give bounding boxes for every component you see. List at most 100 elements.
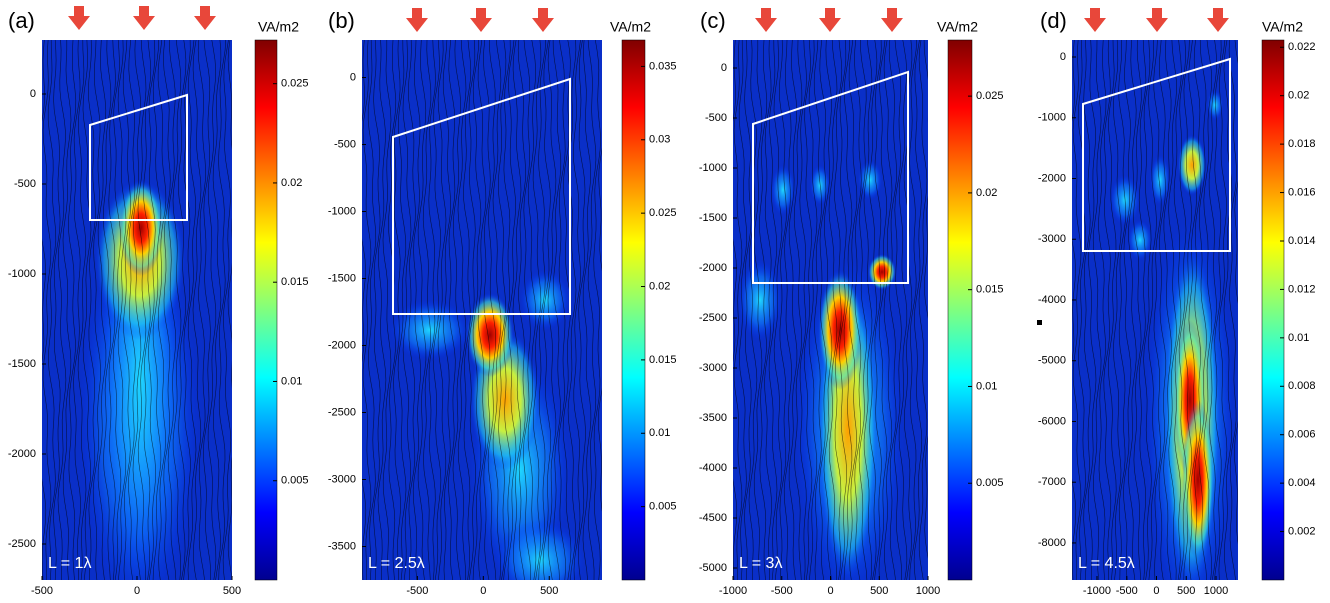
streamline: [888, 40, 897, 580]
streamline: [402, 40, 412, 580]
streamline: [593, 40, 601, 580]
colorbar-tick-label: 0.01: [1288, 332, 1309, 344]
streamline: [203, 40, 211, 580]
streamline: [178, 40, 187, 580]
colorbar-tick-label: 0.03: [649, 134, 670, 146]
streamline: [77, 40, 87, 580]
y-tick-label: -2000: [1038, 172, 1066, 184]
streamline: [1148, 40, 1157, 580]
streamline: [122, 40, 131, 580]
y-tick-label: -500: [334, 138, 356, 150]
streamline: [62, 40, 72, 580]
streamline: [117, 40, 127, 580]
streamline: [197, 40, 206, 580]
streamline: [1072, 40, 1082, 580]
streamline: [582, 40, 592, 580]
streamline: [498, 40, 507, 580]
streamline: [788, 40, 798, 580]
annotation: L = 2.5λ: [368, 555, 425, 572]
y-tick-label: -7000: [1038, 476, 1066, 488]
colorbar-tick-label: 0.01: [976, 380, 997, 392]
streamline: [148, 40, 157, 580]
x-tick-label: 0: [480, 585, 486, 597]
streamline: [143, 40, 152, 580]
streamline: [503, 40, 511, 580]
streamline: [1223, 40, 1233, 580]
heatmap: [1072, 40, 1238, 580]
streamline: [538, 40, 546, 580]
y-tick-label: -6000: [1038, 415, 1066, 427]
y-tick-label: -4000: [1038, 294, 1066, 306]
streamline: [834, 40, 843, 580]
colorbar-tick-label: 0.035: [649, 60, 677, 72]
streamline: [492, 40, 502, 580]
x-tick-label: 0: [134, 585, 140, 597]
streamline: [572, 40, 581, 580]
streamline: [597, 147, 602, 512]
colorbar-tick-label: 0.018: [1288, 138, 1316, 150]
streamline: [437, 40, 447, 580]
streamline: [157, 40, 167, 580]
y-tick-label: 0: [1060, 51, 1066, 63]
streamline: [53, 40, 61, 580]
streamline: [1112, 40, 1122, 580]
streamline: [733, 40, 738, 580]
streamline: [1072, 40, 1077, 580]
colorbar-tick-label: 0.02: [281, 177, 302, 189]
streamline: [1183, 40, 1192, 580]
heatmap: [42, 40, 232, 580]
field-blob: [1128, 220, 1152, 260]
streamline: [878, 40, 888, 580]
field-blob: [858, 160, 882, 200]
annotation: L = 3λ: [739, 555, 782, 572]
y-tick-label: -2500: [328, 406, 356, 418]
x-tick-label: 500: [540, 585, 558, 597]
streamline: [417, 40, 427, 580]
streamline: [858, 40, 868, 580]
streamline: [167, 40, 177, 580]
streamline: [108, 40, 116, 580]
streamline: [558, 40, 566, 580]
colorbar-tick-label: 0.02: [1288, 90, 1309, 102]
colorbar-tick-label: 0.02: [649, 280, 670, 292]
colorbar-tick-label: 0.022: [1288, 41, 1316, 53]
colorbar-tick-label: 0.008: [1288, 380, 1316, 392]
y-tick-label: -2500: [699, 312, 727, 324]
streamline: [128, 40, 136, 580]
streamline: [869, 40, 878, 580]
streamline: [362, 40, 367, 580]
heatmap: [733, 40, 928, 580]
streamline: [532, 40, 542, 580]
field-blob: [119, 180, 163, 276]
y-tick-label: -1500: [328, 272, 356, 284]
streamline: [1133, 40, 1142, 580]
panel-label: (b): [328, 8, 355, 33]
streamline: [432, 40, 442, 580]
streamline: [457, 40, 467, 580]
streamline: [137, 40, 147, 580]
streamline: [512, 40, 522, 580]
streamline: [112, 40, 122, 580]
field-blob: [868, 254, 896, 290]
structure-outline: [1082, 57, 1231, 252]
streamline: [1128, 40, 1137, 580]
streamline: [848, 40, 858, 580]
streamline: [839, 40, 848, 580]
streamline: [73, 40, 81, 580]
streamline: [192, 40, 202, 580]
streamline: [753, 40, 763, 580]
streamline: [577, 40, 586, 580]
streamline: [813, 40, 822, 580]
streamline: [448, 40, 456, 580]
colorbar-tick-label: 0.025: [281, 78, 309, 90]
streamline: [42, 40, 52, 580]
streamline: [1198, 40, 1207, 580]
streamline: [397, 40, 407, 580]
panel-label: (a): [8, 8, 35, 33]
streamline: [132, 40, 142, 580]
annotation: L = 4.5λ: [1078, 555, 1135, 572]
streamline: [377, 40, 387, 580]
streamline: [393, 40, 401, 580]
streamline: [412, 40, 421, 580]
y-tick-label: -4500: [699, 512, 727, 524]
